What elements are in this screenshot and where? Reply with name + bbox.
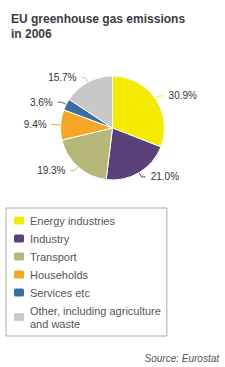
svg-text:Energy industries: Energy industries xyxy=(30,215,115,227)
svg-text:9.4%: 9.4% xyxy=(24,119,47,130)
svg-text:Households: Households xyxy=(30,269,89,281)
svg-text:15.7%: 15.7% xyxy=(48,72,76,83)
svg-text:and waste: and waste xyxy=(30,318,80,330)
svg-text:30.9%: 30.9% xyxy=(169,90,197,101)
svg-text:3.6%: 3.6% xyxy=(30,97,53,108)
svg-text:21.0%: 21.0% xyxy=(151,171,179,182)
svg-text:Services etc: Services etc xyxy=(30,287,90,299)
svg-text:in 2006: in 2006 xyxy=(11,27,52,41)
svg-text:EU greenhouse gas emissions: EU greenhouse gas emissions xyxy=(11,12,185,26)
svg-text:Other, including agriculture: Other, including agriculture xyxy=(30,305,161,317)
svg-text:19.3%: 19.3% xyxy=(37,165,65,176)
svg-text:Source: Eurostat: Source: Eurostat xyxy=(145,353,221,364)
svg-text:Industry: Industry xyxy=(30,233,70,245)
svg-text:Transport: Transport xyxy=(30,251,77,263)
